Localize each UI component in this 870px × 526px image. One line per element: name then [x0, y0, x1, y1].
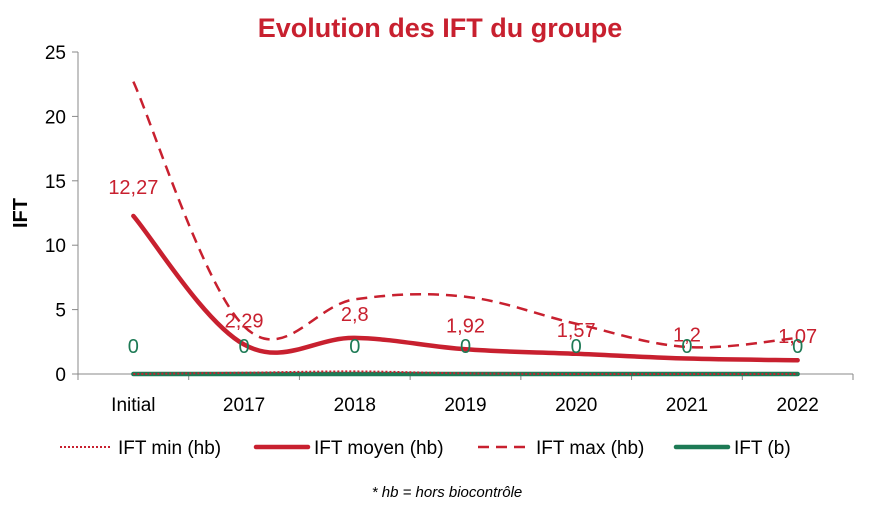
x-tick-label: Initial [111, 395, 155, 416]
legend: IFT min (hb) IFT moyen (hb) IFT max (hb) IF… [60, 438, 791, 459]
x-tick-label: 2022 [777, 395, 819, 416]
x-tick-label: 2020 [555, 395, 597, 416]
series-lines [131, 81, 800, 377]
y-axis-label: IFT [10, 198, 32, 228]
x-ticks: Initial 2017 2018 2019 2020 2021 2022 [77, 374, 854, 416]
data-label: 1,57 [557, 320, 596, 342]
x-tick-label: 2019 [444, 395, 486, 416]
y-ticks: 0 5 10 15 20 25 [45, 43, 78, 386]
x-tick-label: 2018 [334, 395, 376, 416]
data-label: 0 [349, 336, 360, 358]
series-line-1 [131, 213, 800, 363]
data-label: 2,29 [225, 311, 264, 333]
data-label: 0 [571, 336, 582, 358]
data-label: 0 [460, 336, 471, 358]
data-label: 0 [681, 336, 692, 358]
data-label: 0 [792, 336, 803, 358]
y-tick-label: 25 [45, 43, 66, 64]
y-tick-label: 5 [55, 301, 66, 322]
data-labels: 12,272,29 2,81,92 1,57 1,2 1,070 0 0 0 0 0 0 [108, 177, 817, 358]
data-label: 0 [239, 336, 250, 358]
legend-label: IFT min (hb) [118, 438, 221, 459]
y-tick-label: 20 [45, 107, 66, 128]
legend-label: IFT (b) [734, 438, 791, 459]
y-tick-label: 15 [45, 172, 66, 193]
x-tick-label: 2017 [223, 395, 265, 416]
legend-label: IFT max (hb) [536, 438, 644, 459]
legend-label: IFT moyen (hb) [314, 438, 444, 459]
data-label: 1,07 [778, 326, 817, 348]
data-label: 0 [128, 336, 139, 358]
y-tick-label: 10 [45, 236, 66, 257]
data-label: 12,27 [108, 177, 158, 199]
y-tick-label: 0 [55, 365, 66, 386]
footnote: * hb = hors biocontrôle [372, 484, 523, 501]
data-label: 2,8 [341, 304, 369, 326]
x-tick-label: 2021 [666, 395, 708, 416]
series-line-0 [133, 370, 798, 376]
data-label: 1,2 [673, 325, 701, 347]
data-label: 1,92 [446, 315, 485, 337]
chart-title: Evolution des IFT du groupe [258, 13, 623, 43]
series-line-2 [132, 81, 798, 349]
